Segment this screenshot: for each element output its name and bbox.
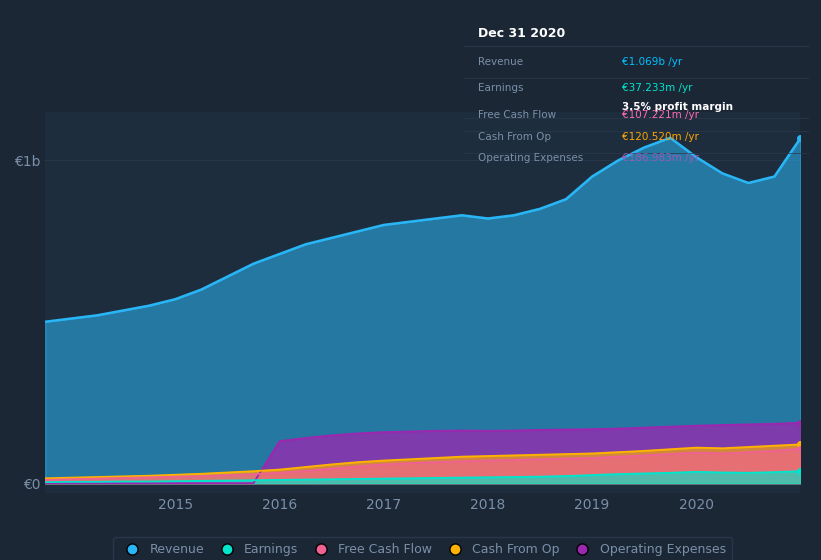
Text: Dec 31 2020: Dec 31 2020 (478, 27, 565, 40)
Text: Operating Expenses: Operating Expenses (478, 153, 583, 163)
Text: €120.520m /yr: €120.520m /yr (622, 132, 699, 142)
Legend: Revenue, Earnings, Free Cash Flow, Cash From Op, Operating Expenses: Revenue, Earnings, Free Cash Flow, Cash … (113, 537, 732, 560)
Text: Cash From Op: Cash From Op (478, 132, 551, 142)
Text: €1.069b /yr: €1.069b /yr (622, 57, 683, 67)
Text: Earnings: Earnings (478, 83, 523, 93)
Text: Free Cash Flow: Free Cash Flow (478, 110, 556, 120)
Text: €107.221m /yr: €107.221m /yr (622, 110, 699, 120)
Text: Revenue: Revenue (478, 57, 523, 67)
Text: €37.233m /yr: €37.233m /yr (622, 83, 693, 93)
Text: €186.983m /yr: €186.983m /yr (622, 153, 699, 163)
Text: 3.5% profit margin: 3.5% profit margin (622, 102, 733, 112)
